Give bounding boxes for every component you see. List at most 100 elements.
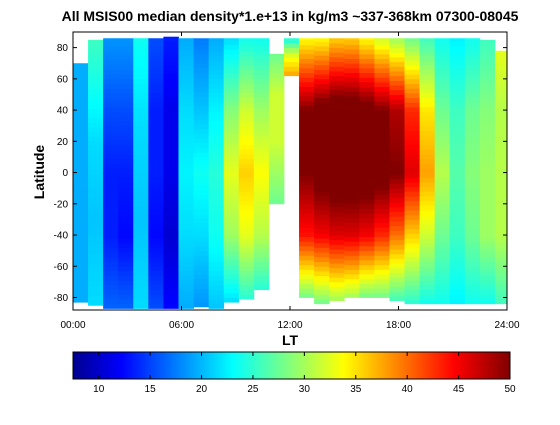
- heatmap-cell: [479, 111, 496, 117]
- heatmap-cell: [118, 186, 134, 192]
- heatmap-cell: [88, 66, 104, 72]
- heatmap-cell: [494, 242, 508, 248]
- heatmap-cell: [223, 274, 240, 280]
- heatmap-cell: [208, 88, 225, 94]
- heatmap-cell: [449, 177, 466, 183]
- heatmap-cell: [133, 153, 149, 159]
- heatmap-cell: [178, 46, 194, 52]
- heatmap-cell: [238, 247, 255, 253]
- heatmap-cell: [389, 61, 405, 67]
- heatmap-cell: [178, 83, 194, 89]
- heatmap-cell: [103, 299, 119, 305]
- heatmap-cell: [193, 152, 210, 158]
- heatmap-cell: [73, 100, 89, 106]
- heatmap-cell: [419, 172, 436, 178]
- heatmap-cell: [88, 253, 104, 259]
- heatmap-cell: [359, 119, 375, 125]
- heatmap-cell: [449, 88, 466, 94]
- heatmap-cell: [253, 238, 270, 244]
- heatmap-cell: [118, 233, 134, 239]
- heatmap-cell: [268, 175, 285, 181]
- heatmap-cell: [238, 163, 255, 169]
- heatmap-cell: [193, 161, 210, 167]
- heatmap-cell: [434, 242, 451, 248]
- heatmap-cell: [73, 213, 89, 219]
- heatmap-cell: [178, 224, 194, 230]
- heatmap-cell: [178, 144, 194, 150]
- heatmap-cell: [148, 285, 164, 291]
- heatmap-cell: [133, 177, 149, 183]
- heatmap-cell: [133, 219, 149, 225]
- heatmap-cell: [344, 72, 360, 78]
- heatmap-cell: [73, 274, 89, 280]
- heatmap-cell: [268, 185, 285, 191]
- heatmap-cell: [133, 55, 149, 61]
- heatmap-cell: [449, 252, 466, 258]
- heatmap-cell: [344, 39, 360, 45]
- heatmap-cell: [148, 289, 164, 295]
- heatmap-cell: [494, 252, 508, 258]
- heatmap-cell: [314, 219, 330, 225]
- heatmap-cell: [374, 63, 390, 69]
- colorbar-tick-label: 25: [247, 384, 259, 395]
- heatmap-cell: [148, 205, 164, 211]
- heatmap-cell: [208, 74, 225, 80]
- heatmap-cell: [73, 114, 89, 120]
- heatmap-cell: [148, 270, 164, 277]
- heatmap-cell: [253, 74, 270, 80]
- heatmap-cell: [494, 125, 508, 131]
- heatmap-cell: [419, 299, 436, 305]
- heatmap-cell: [314, 111, 330, 117]
- heatmap-cell: [223, 44, 240, 50]
- heatmap-cell: [479, 163, 496, 169]
- heatmap-cell: [344, 208, 360, 214]
- heatmap-cell: [299, 208, 315, 214]
- heatmap-cell: [314, 270, 330, 277]
- heatmap-cell: [299, 39, 315, 45]
- heatmap-cell: [193, 147, 210, 153]
- heatmap-cell: [299, 119, 315, 125]
- heatmap-cell: [118, 46, 134, 52]
- heatmap-cell: [223, 250, 240, 256]
- heatmap-cell: [419, 238, 436, 244]
- heatmap-cell: [253, 172, 270, 178]
- heatmap-cell: [374, 269, 390, 275]
- heatmap-cell: [314, 64, 330, 70]
- heatmap-cell: [73, 260, 89, 266]
- heatmap-cell: [103, 214, 119, 220]
- heatmap-cell: [329, 113, 345, 119]
- heatmap-cell: [88, 202, 104, 208]
- heatmap-cell: [133, 50, 149, 56]
- heatmap-cell: [103, 270, 119, 277]
- heatmap-cell: [103, 289, 119, 295]
- heatmap-cell: [329, 239, 345, 245]
- heatmap-cell: [73, 269, 89, 275]
- heatmap-cell: [329, 286, 345, 292]
- heatmap-cell: [73, 185, 89, 191]
- heatmap-cell: [163, 181, 179, 188]
- heatmap-cell: [253, 69, 270, 75]
- heatmap-cell: [178, 55, 194, 61]
- heatmap-cell: [299, 142, 315, 148]
- heatmap-cell: [404, 252, 420, 258]
- heatmap-cell: [314, 130, 330, 136]
- heatmap-cell: [344, 138, 360, 144]
- heatmap-cell: [238, 149, 255, 155]
- heatmap-cell: [208, 153, 225, 159]
- heatmap-cell: [88, 113, 104, 119]
- heatmap-cell: [479, 167, 496, 173]
- heatmap-cell: [359, 152, 375, 158]
- heatmap-cell: [389, 103, 405, 109]
- heatmap-cell: [404, 242, 420, 248]
- heatmap-cell: [178, 74, 194, 80]
- heatmap-cell: [374, 255, 390, 261]
- heatmap-cell: [449, 92, 466, 98]
- heatmap-cell: [238, 153, 255, 159]
- heatmap-cell: [118, 294, 134, 300]
- heatmap-cell: [389, 267, 405, 273]
- heatmap-cell: [299, 269, 315, 275]
- heatmap-cell: [299, 44, 315, 50]
- heatmap-cell: [118, 299, 134, 305]
- heatmap-cell: [389, 80, 405, 86]
- heatmap-cell: [299, 72, 315, 78]
